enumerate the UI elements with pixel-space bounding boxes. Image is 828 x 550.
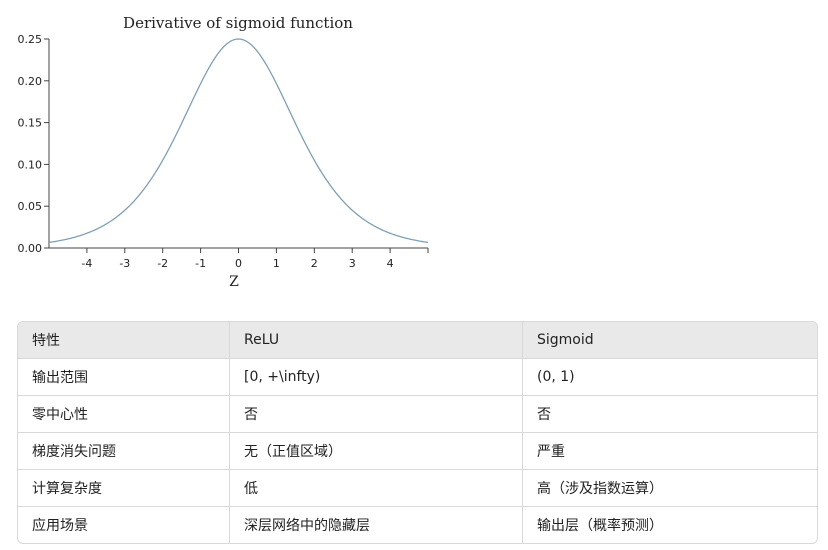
sigmoid-cell: 输出层（概率预测）: [537, 518, 663, 534]
x-tick-label: -2: [157, 257, 168, 270]
chart-svg: Derivative of sigmoid function 0.000.050…: [18, 14, 429, 290]
sigmoid-cell: 否: [523, 396, 817, 433]
y-tick-label: 0.00: [18, 242, 43, 255]
y-tick-label: 0.20: [18, 75, 43, 88]
relu-cell: 低: [230, 470, 523, 507]
relu-cell: 深层网络中的隐藏层: [230, 507, 523, 543]
table-row: 梯度消失问题 无（正值区域） 严重: [18, 433, 817, 470]
relu-cell: [0, +\infty): [230, 359, 523, 396]
x-tick-label: 2: [311, 257, 318, 270]
row-label: 梯度消失问题: [18, 433, 230, 470]
row-label: 输出范围: [18, 359, 230, 396]
x-tick-label: 3: [349, 257, 356, 270]
table-row: 零中心性 否 否: [18, 396, 817, 433]
x-tick-label: -1: [195, 257, 206, 270]
sigmoid-cell: (0, 1): [523, 359, 817, 396]
y-tick-label: 0.15: [18, 117, 43, 130]
x-tick-label: 1: [273, 257, 280, 270]
x-tick-label: 0: [235, 257, 242, 270]
y-tick-label: 0.05: [18, 200, 43, 213]
chart-series: [48, 38, 429, 244]
series-line: [48, 38, 429, 244]
sigmoid-cell: 严重: [523, 433, 817, 470]
row-label: 应用场景: [18, 507, 230, 543]
sigmoid-cell: 高（涉及指数运算）: [523, 470, 817, 507]
table-row: 应用场景 深层网络中的隐藏层 输出层（概率预测）: [18, 507, 817, 543]
table-header-row: 特性 ReLU Sigmoid: [18, 322, 817, 359]
comparison-table: 特性 ReLU Sigmoid 输出范围 [0, +\infty) (0, 1)…: [17, 321, 818, 544]
table-row: 输出范围 [0, +\infty) (0, 1): [18, 359, 817, 396]
header-feature: 特性: [18, 322, 230, 359]
header-sigmoid: Sigmoid: [523, 322, 817, 359]
chart-axes: 0.00 0.05 0.10 0.15 0.20 0.25 -4 -3 -2 -1 0 1 2 3 4: [18, 33, 429, 270]
y-tick-label: 0.10: [18, 158, 43, 171]
x-tick-label: -4: [81, 257, 92, 270]
x-axis-label: Z: [229, 274, 239, 290]
sigmoid-derivative-chart: Derivative of sigmoid function 0.00 0.05 0…: [0, 0, 440, 300]
row-label: 零中心性: [18, 396, 230, 433]
chart-title: Derivative of sigmoid function: [123, 14, 353, 32]
x-tick-label: -3: [119, 257, 130, 270]
relu-cell: 否: [230, 396, 523, 433]
relu-cell: 无（正值区域）: [230, 433, 523, 470]
x-tick-label: 4: [387, 257, 394, 270]
header-relu: ReLU: [230, 322, 523, 359]
row-label: 计算复杂度: [18, 470, 230, 507]
table-row: 计算复杂度 低 高（涉及指数运算）: [18, 470, 817, 507]
y-tick-label: 0.25: [18, 33, 43, 46]
